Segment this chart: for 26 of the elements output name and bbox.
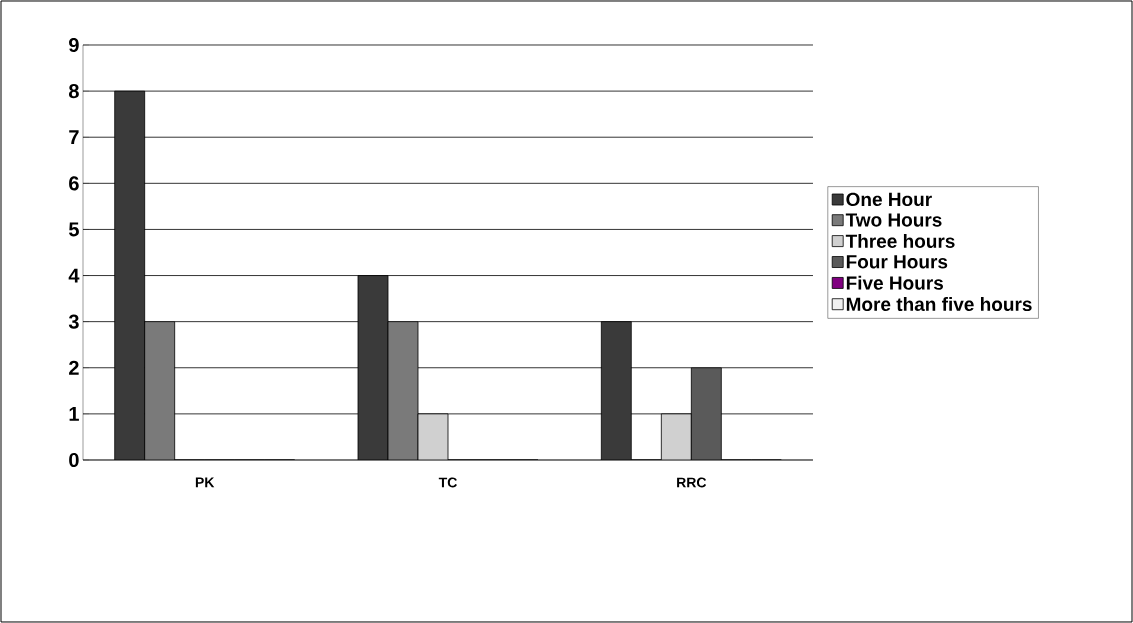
y-tick-label: 7 <box>69 130 79 145</box>
legend-label: One Hour <box>846 192 932 207</box>
bar <box>690 367 722 460</box>
bar <box>114 90 146 460</box>
y-tick-label: 3 <box>68 314 79 329</box>
bar <box>600 321 632 460</box>
y-tick-label: 6 <box>69 176 79 191</box>
legend-label: More than five hours <box>846 297 1032 312</box>
y-tick-label: 0 <box>69 452 79 468</box>
y-tick-label: 8 <box>68 84 79 99</box>
x-tick-label: RRC <box>677 477 707 488</box>
bar <box>660 413 692 460</box>
y-tick-label: 5 <box>68 222 79 237</box>
legend-label: Five Hours <box>846 275 943 290</box>
y-tick-label: 1 <box>69 407 79 421</box>
legend-label: Three hours <box>845 233 955 248</box>
bar <box>144 321 176 460</box>
y-tick-label: 9 <box>69 37 79 53</box>
bar <box>387 321 419 460</box>
y-tick-label: 2 <box>69 360 79 375</box>
x-tick-label: PK <box>195 477 215 488</box>
bar <box>357 275 389 460</box>
legend-label: Four Hours <box>846 255 948 269</box>
x-tick-label: TC <box>438 477 457 488</box>
y-tick-label: 4 <box>68 268 80 283</box>
legend-label: Two Hours <box>845 213 942 227</box>
